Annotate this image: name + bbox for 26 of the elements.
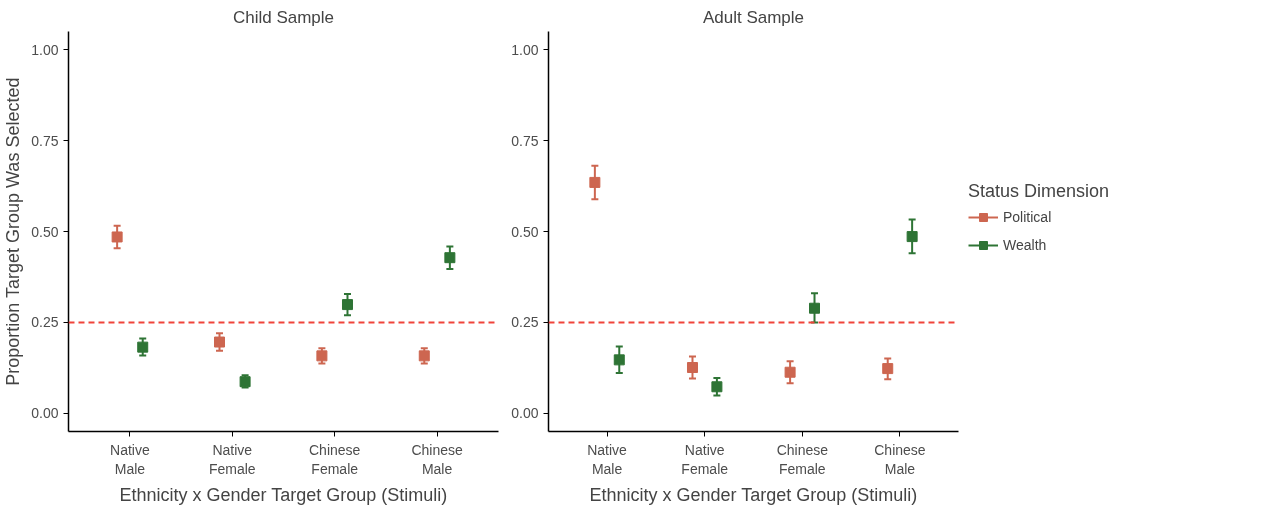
x-axis-title: Ethnicity x Gender Target Group (Stimuli) xyxy=(589,484,918,505)
x-tick-label: Native Female xyxy=(681,441,729,477)
x-tick-label: Chinese Male xyxy=(874,441,926,477)
y-tick-label: 0.25 xyxy=(31,314,59,331)
x-tick-label: Chinese Female xyxy=(776,441,829,477)
chart-title: Adult Sample xyxy=(702,7,805,27)
y-tick-label: 0.75 xyxy=(31,132,59,149)
y-tick-label: 0.00 xyxy=(511,405,539,422)
legend-label: Wealth xyxy=(1003,237,1047,253)
x-axis-title: Ethnicity x Gender Target Group (Stimuli) xyxy=(119,484,448,505)
x-tick-label: Chinese Female xyxy=(309,441,361,477)
legend-label: Political xyxy=(1003,209,1052,225)
y-tick-label: 0.25 xyxy=(511,314,539,331)
x-tick-label: Native Male xyxy=(587,441,628,477)
y-tick-label: 0.50 xyxy=(511,223,539,240)
x-tick-label: Native Female xyxy=(208,441,256,477)
y-tick-label: 0.75 xyxy=(511,132,539,149)
y-tick-label: 0.00 xyxy=(31,405,59,422)
y-tick-label: 0.50 xyxy=(31,223,59,240)
x-tick-label: Chinese Male xyxy=(411,441,463,477)
y-tick-label: 1.00 xyxy=(511,41,539,58)
legend-title: Status Dimension xyxy=(968,181,1110,202)
y-axis-title: Proportion Target Group Was Selected xyxy=(3,77,24,386)
y-tick-label: 1.00 xyxy=(31,41,59,58)
x-tick-label: Native Male xyxy=(110,441,150,477)
chart-title: Child Sample xyxy=(232,7,335,27)
